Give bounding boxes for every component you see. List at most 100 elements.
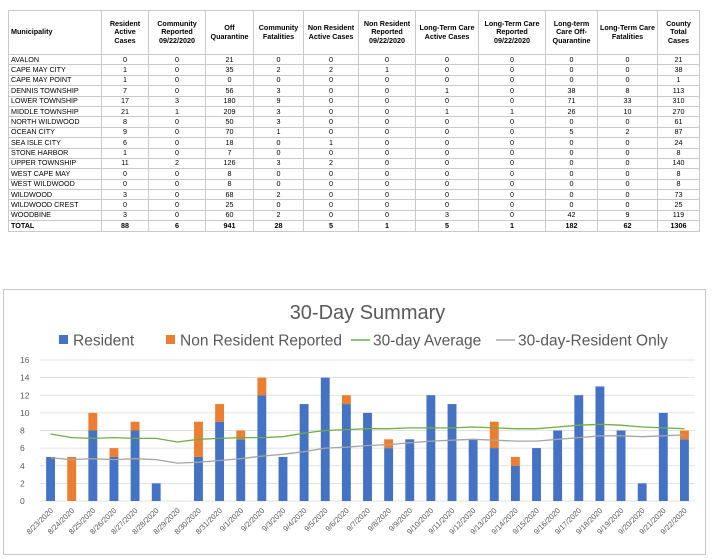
table-cell: 70: [205, 126, 254, 139]
table-cell: 0: [303, 209, 359, 222]
total-cell: 1: [358, 220, 416, 232]
table-cell: 35: [205, 64, 254, 76]
legend-swatch: [166, 335, 175, 344]
table-row: North Wildwood 8 0 50 3 0 0 0 0 0 0 61: [8, 116, 700, 128]
table-cell: 0: [597, 168, 658, 180]
bar-non-resident: [489, 421, 499, 449]
table-row: Dennis Township 7 0 56 3 0 0 1 0 38 8 113: [8, 85, 700, 97]
table-cell: 3: [253, 105, 304, 118]
table-cell: 3: [253, 157, 304, 170]
table-cell: 42: [545, 209, 598, 222]
bar-resident: [616, 430, 626, 501]
table-cell: 25: [657, 199, 700, 211]
table-row: Cape May City 1 0 35 2 2 1 0 0 0 0 38: [8, 64, 700, 76]
table-cell: 0: [478, 157, 546, 170]
table-cell: 0: [597, 137, 658, 149]
table-cell: 0: [148, 64, 206, 76]
y-tick-label: 14: [20, 373, 30, 383]
table-cell: 0: [597, 74, 658, 87]
table-cell: 0: [253, 137, 304, 149]
table-cell: 0: [303, 168, 359, 180]
line-30-day-average: [50, 423, 685, 443]
table-cell: 0: [148, 209, 206, 222]
table-cell: 21: [205, 53, 254, 66]
case-table: Municipality Resident Active Cases Communi…: [8, 10, 700, 232]
municipality-cell: Middle Township: [8, 105, 102, 118]
table-cell: 1: [415, 105, 479, 118]
bar-resident: [151, 483, 161, 501]
bar-non-resident: [67, 456, 77, 501]
table-cell: 0: [303, 85, 359, 97]
table-cell: 7: [205, 147, 254, 159]
table-cell: 0: [101, 178, 149, 191]
table-cell: 3: [253, 116, 304, 128]
table-cell: 0: [478, 199, 546, 211]
bar-resident: [679, 439, 689, 501]
table-cell: 0: [101, 199, 149, 211]
table-cell: 0: [597, 189, 658, 201]
table-cell: 17: [101, 95, 149, 107]
table-cell: 0: [478, 74, 546, 87]
table-row: Stone Harbor 1 0 7 0 0 0 0 0 0 0 8: [8, 147, 700, 159]
table-cell: 0: [148, 116, 206, 128]
municipality-cell: West Wildwood: [8, 178, 102, 191]
municipality-cell: Cape May City: [8, 64, 102, 76]
column-header: Non Resident Reported 09/22/2020: [358, 10, 416, 55]
column-header: Community Fatalities: [253, 10, 304, 55]
table-cell: 0: [303, 178, 359, 191]
municipality-cell: North Wildwood: [8, 116, 102, 128]
table-cell: 0: [303, 147, 359, 159]
table-cell: 5: [545, 126, 598, 139]
y-tick-label: 6: [20, 443, 25, 453]
table-cell: 0: [303, 199, 359, 211]
bar-resident: [363, 412, 372, 501]
table-row: Upper Township 11 2 126 3 2 0 0 0 0 0 140: [8, 157, 700, 170]
table-cell: 0: [253, 178, 304, 191]
table-row: Cape May Point 1 0 0 0 0 0 0 0 0 0 1: [8, 74, 700, 87]
table-cell: 0: [545, 64, 598, 76]
table-cell: 0: [358, 95, 416, 107]
table-cell: 0: [148, 74, 206, 87]
table-cell: 0: [415, 147, 479, 159]
legend-label: 30-day Average: [373, 333, 481, 350]
table-cell: 0: [148, 85, 206, 97]
legend-label: Resident: [73, 333, 135, 350]
bar-non-resident: [236, 430, 246, 440]
table-cell: 0: [415, 64, 479, 76]
table-row: Middle Township 21 1 209 3 0 0 1 1 26 10 270: [8, 105, 700, 118]
table-cell: 1: [478, 105, 546, 118]
municipality-cell: Woodbine: [8, 209, 102, 222]
bar-resident: [236, 439, 246, 501]
table-cell: 0: [303, 95, 359, 107]
table-cell: 0: [358, 168, 416, 180]
table-cell: 0: [597, 53, 658, 66]
table-cell: 61: [657, 116, 700, 128]
bar-resident: [194, 456, 203, 501]
table-cell: 0: [358, 178, 416, 191]
table-cell: 1: [101, 147, 149, 159]
column-header: Long-Term Care Active Cases: [415, 10, 479, 55]
table-cell: 38: [545, 85, 598, 97]
table-cell: 50: [205, 116, 254, 128]
chart-title: 30-Day Summary: [290, 302, 446, 324]
bar-resident: [88, 430, 98, 501]
table-cell: 0: [358, 157, 416, 170]
bar-resident: [447, 404, 457, 501]
table-row: Wildwood Crest 0 0 25 0 0 0 0 0 0 0 25: [8, 199, 700, 211]
total-cell: 5: [415, 220, 479, 232]
municipality-cell: Sea Isle City: [8, 137, 102, 149]
table-cell: 0: [415, 74, 479, 87]
bar-resident: [658, 412, 668, 501]
municipality-cell: Wildwood: [8, 189, 102, 201]
table-cell: 0: [597, 199, 658, 211]
table-cell: 2: [253, 209, 304, 222]
table-cell: 0: [148, 178, 206, 191]
table-header-row: Municipality Resident Active Cases Communi…: [8, 10, 700, 55]
bar-resident: [468, 439, 478, 501]
table-cell: 0: [478, 168, 546, 180]
table-cell: 0: [415, 178, 479, 191]
bar-resident: [278, 456, 288, 501]
table-cell: 0: [253, 53, 304, 66]
table-cell: 1: [101, 64, 149, 76]
legend-label: 30-day-Resident Only: [518, 333, 668, 350]
